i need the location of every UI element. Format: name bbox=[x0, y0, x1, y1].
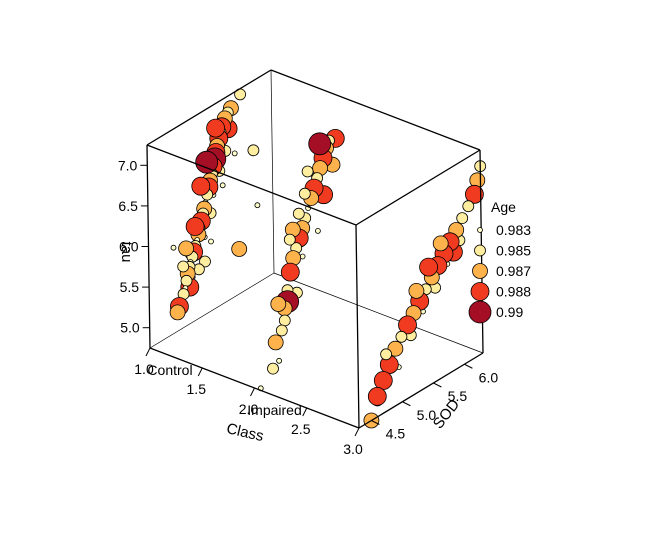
data-point bbox=[462, 200, 475, 213]
box-edge bbox=[355, 224, 360, 429]
y-tick-label: 6.0 bbox=[479, 369, 499, 385]
data-point bbox=[270, 296, 287, 312]
axes: 1.0 1.5 2.0 2.5 3.0 Control Impaired 4.5 5.0 5.5 6… bbox=[118, 157, 499, 457]
box-edge bbox=[358, 352, 484, 429]
data-point bbox=[219, 182, 226, 189]
data-point bbox=[267, 334, 284, 351]
data-point bbox=[464, 184, 484, 204]
data-point bbox=[301, 165, 314, 178]
legend: Age 0.983 0.985 0.987 0.988 0.99 bbox=[468, 199, 531, 324]
data-point bbox=[206, 118, 226, 138]
legend-swatch bbox=[477, 227, 483, 233]
data-point bbox=[177, 260, 190, 273]
legend-items: 0.983 0.985 0.987 0.988 0.99 bbox=[468, 222, 531, 324]
z-axis-title: tau bbox=[118, 242, 135, 263]
data-point bbox=[178, 240, 195, 257]
data-point bbox=[408, 282, 425, 299]
data-point bbox=[380, 348, 393, 361]
data-point bbox=[314, 227, 321, 234]
data-point bbox=[231, 150, 238, 157]
data-point bbox=[169, 304, 186, 321]
data-point bbox=[275, 324, 288, 337]
box-back-edges bbox=[149, 69, 484, 354]
data-point bbox=[195, 150, 219, 174]
data-point bbox=[456, 212, 469, 225]
z-tick-label: 7.0 bbox=[118, 157, 138, 173]
x-category-label: Control bbox=[147, 362, 192, 378]
box-edge-back bbox=[270, 69, 275, 274]
x-tick bbox=[145, 347, 151, 357]
data-point bbox=[280, 262, 300, 282]
data-point bbox=[367, 386, 387, 406]
data-point bbox=[278, 314, 291, 327]
data-point bbox=[208, 238, 214, 245]
data-point bbox=[185, 217, 205, 236]
z-tick-label: 6.0 bbox=[119, 239, 139, 255]
legend-swatch bbox=[468, 300, 492, 324]
data-point bbox=[254, 202, 261, 209]
y-tick bbox=[402, 401, 411, 407]
data-point bbox=[308, 132, 332, 156]
z-tick-label: 6.5 bbox=[118, 198, 138, 214]
data-point bbox=[231, 241, 248, 257]
data-points bbox=[169, 88, 487, 429]
x-tick-label: 1.0 bbox=[134, 361, 154, 377]
legend-label: 0.987 bbox=[496, 263, 531, 279]
box-edge bbox=[355, 149, 481, 226]
x-tick-label: 1.5 bbox=[187, 381, 207, 397]
x-axis-title: Class bbox=[225, 420, 265, 445]
z-tick-label: 5.5 bbox=[120, 279, 140, 295]
box-edge bbox=[270, 69, 481, 151]
x-category-label: Impaired bbox=[247, 402, 301, 418]
box-edge bbox=[146, 144, 357, 226]
y-tick-label: 5.5 bbox=[448, 388, 468, 404]
data-point bbox=[191, 176, 211, 196]
x-tick bbox=[354, 427, 360, 437]
y-tick bbox=[433, 382, 442, 388]
y-tick-label: 4.5 bbox=[386, 426, 406, 442]
x-tick bbox=[250, 387, 255, 397]
y-tick bbox=[371, 420, 380, 425]
data-point bbox=[395, 330, 408, 343]
legend-label: 0.988 bbox=[496, 284, 531, 300]
data-point bbox=[398, 315, 417, 335]
x-tick bbox=[302, 407, 308, 417]
data-point bbox=[373, 371, 393, 390]
legend-label: 0.983 bbox=[496, 222, 531, 238]
legend-swatch bbox=[474, 244, 486, 257]
box-edge-back bbox=[149, 272, 275, 349]
box-edge-back bbox=[273, 272, 484, 354]
box-edge bbox=[146, 69, 272, 146]
y-tick-label: 5.0 bbox=[417, 407, 437, 423]
x-tick-label: 3.0 bbox=[343, 441, 363, 457]
data-point bbox=[170, 244, 177, 251]
x-tick-label: 2.5 bbox=[291, 421, 311, 437]
data-point bbox=[199, 255, 211, 268]
legend-label: 0.985 bbox=[496, 243, 531, 259]
data-point bbox=[276, 357, 283, 364]
data-point bbox=[247, 144, 260, 157]
data-point bbox=[292, 207, 305, 220]
x-tick-label: 2.0 bbox=[239, 401, 259, 417]
legend-swatch bbox=[470, 282, 490, 301]
legend-title: Age bbox=[491, 199, 516, 215]
data-point bbox=[267, 362, 279, 375]
data-point bbox=[283, 233, 296, 246]
legend-swatch bbox=[472, 263, 488, 279]
x-tick bbox=[197, 367, 203, 377]
y-tick bbox=[464, 363, 473, 369]
z-tick-label: 5.0 bbox=[120, 320, 140, 336]
data-point bbox=[180, 274, 193, 287]
data-point bbox=[298, 187, 311, 200]
legend-label: 0.99 bbox=[496, 304, 523, 320]
data-point bbox=[419, 257, 439, 277]
data-point bbox=[432, 235, 449, 252]
